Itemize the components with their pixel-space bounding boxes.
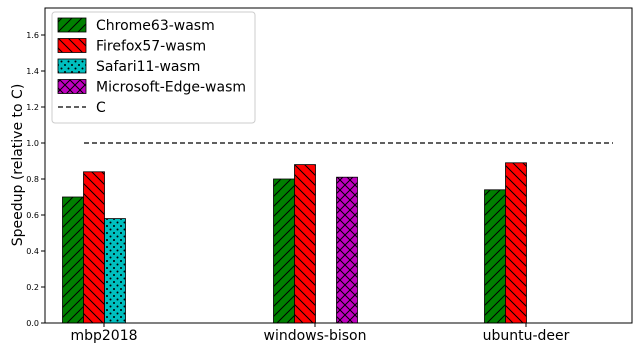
bar-hatch-chrome63-wasm-ubuntu-deer (484, 189, 506, 324)
y-tick-label: 0.4 (26, 247, 39, 256)
bar-hatch-safari11-wasm-mbp2018 (104, 218, 126, 324)
legend-swatch-hatch (57, 17, 87, 33)
y-tick-label: 0.6 (26, 211, 39, 220)
x-tick-label: ubuntu-deer (483, 328, 570, 343)
legend-swatch-hatch (57, 58, 87, 74)
bar-hatch-firefox57-wasm-mbp2018 (83, 171, 105, 324)
y-axis-label: Speedup (relative to C) (10, 84, 26, 247)
y-tick-label: 0.8 (26, 175, 39, 184)
y-tick-label: 1.2 (26, 103, 39, 112)
legend: Chrome63-wasm Firefox57-wasm Safari11-wasm… (51, 11, 256, 124)
legend-label: Firefox57-wasm (96, 39, 206, 55)
x-tick-label: mbp2018 (70, 328, 137, 343)
y-tick-label: 1.0 (26, 139, 39, 148)
bar-hatch-firefox57-wasm-windows-bison (294, 164, 316, 324)
x-tick-label: windows-bison (264, 328, 367, 343)
bar-hatch-firefox57-wasm-ubuntu-deer (505, 162, 527, 324)
bars-group (62, 162, 527, 324)
y-tick-label: 1.6 (26, 31, 39, 40)
bar-hatch-chrome63-wasm-mbp2018 (62, 196, 84, 324)
legend-label: C (96, 100, 106, 116)
y-axis: 0.0 0.2 0.4 0.6 0.8 1.0 1.2 1.4 1.6 (26, 31, 45, 328)
y-tick-label: 1.4 (26, 67, 39, 76)
x-axis: mbp2018 windows-bison ubuntu-deer (70, 323, 570, 344)
legend-label: Microsoft-Edge-wasm (96, 80, 246, 96)
y-tick-label: 0.2 (26, 283, 39, 292)
y-tick-label: 0.0 (26, 319, 39, 328)
legend-frame (51, 11, 256, 124)
bar-hatch-microsoft-edge-wasm-windows-bison (336, 176, 358, 324)
bar-hatch-chrome63-wasm-windows-bison (273, 178, 295, 324)
plot-frame (44, 7, 633, 324)
legend-swatch-hatch (57, 79, 87, 94)
legend-swatch-hatch (57, 38, 87, 53)
legend-label: Chrome63-wasm (96, 18, 215, 34)
legend-label: Safari11-wasm (96, 59, 200, 75)
